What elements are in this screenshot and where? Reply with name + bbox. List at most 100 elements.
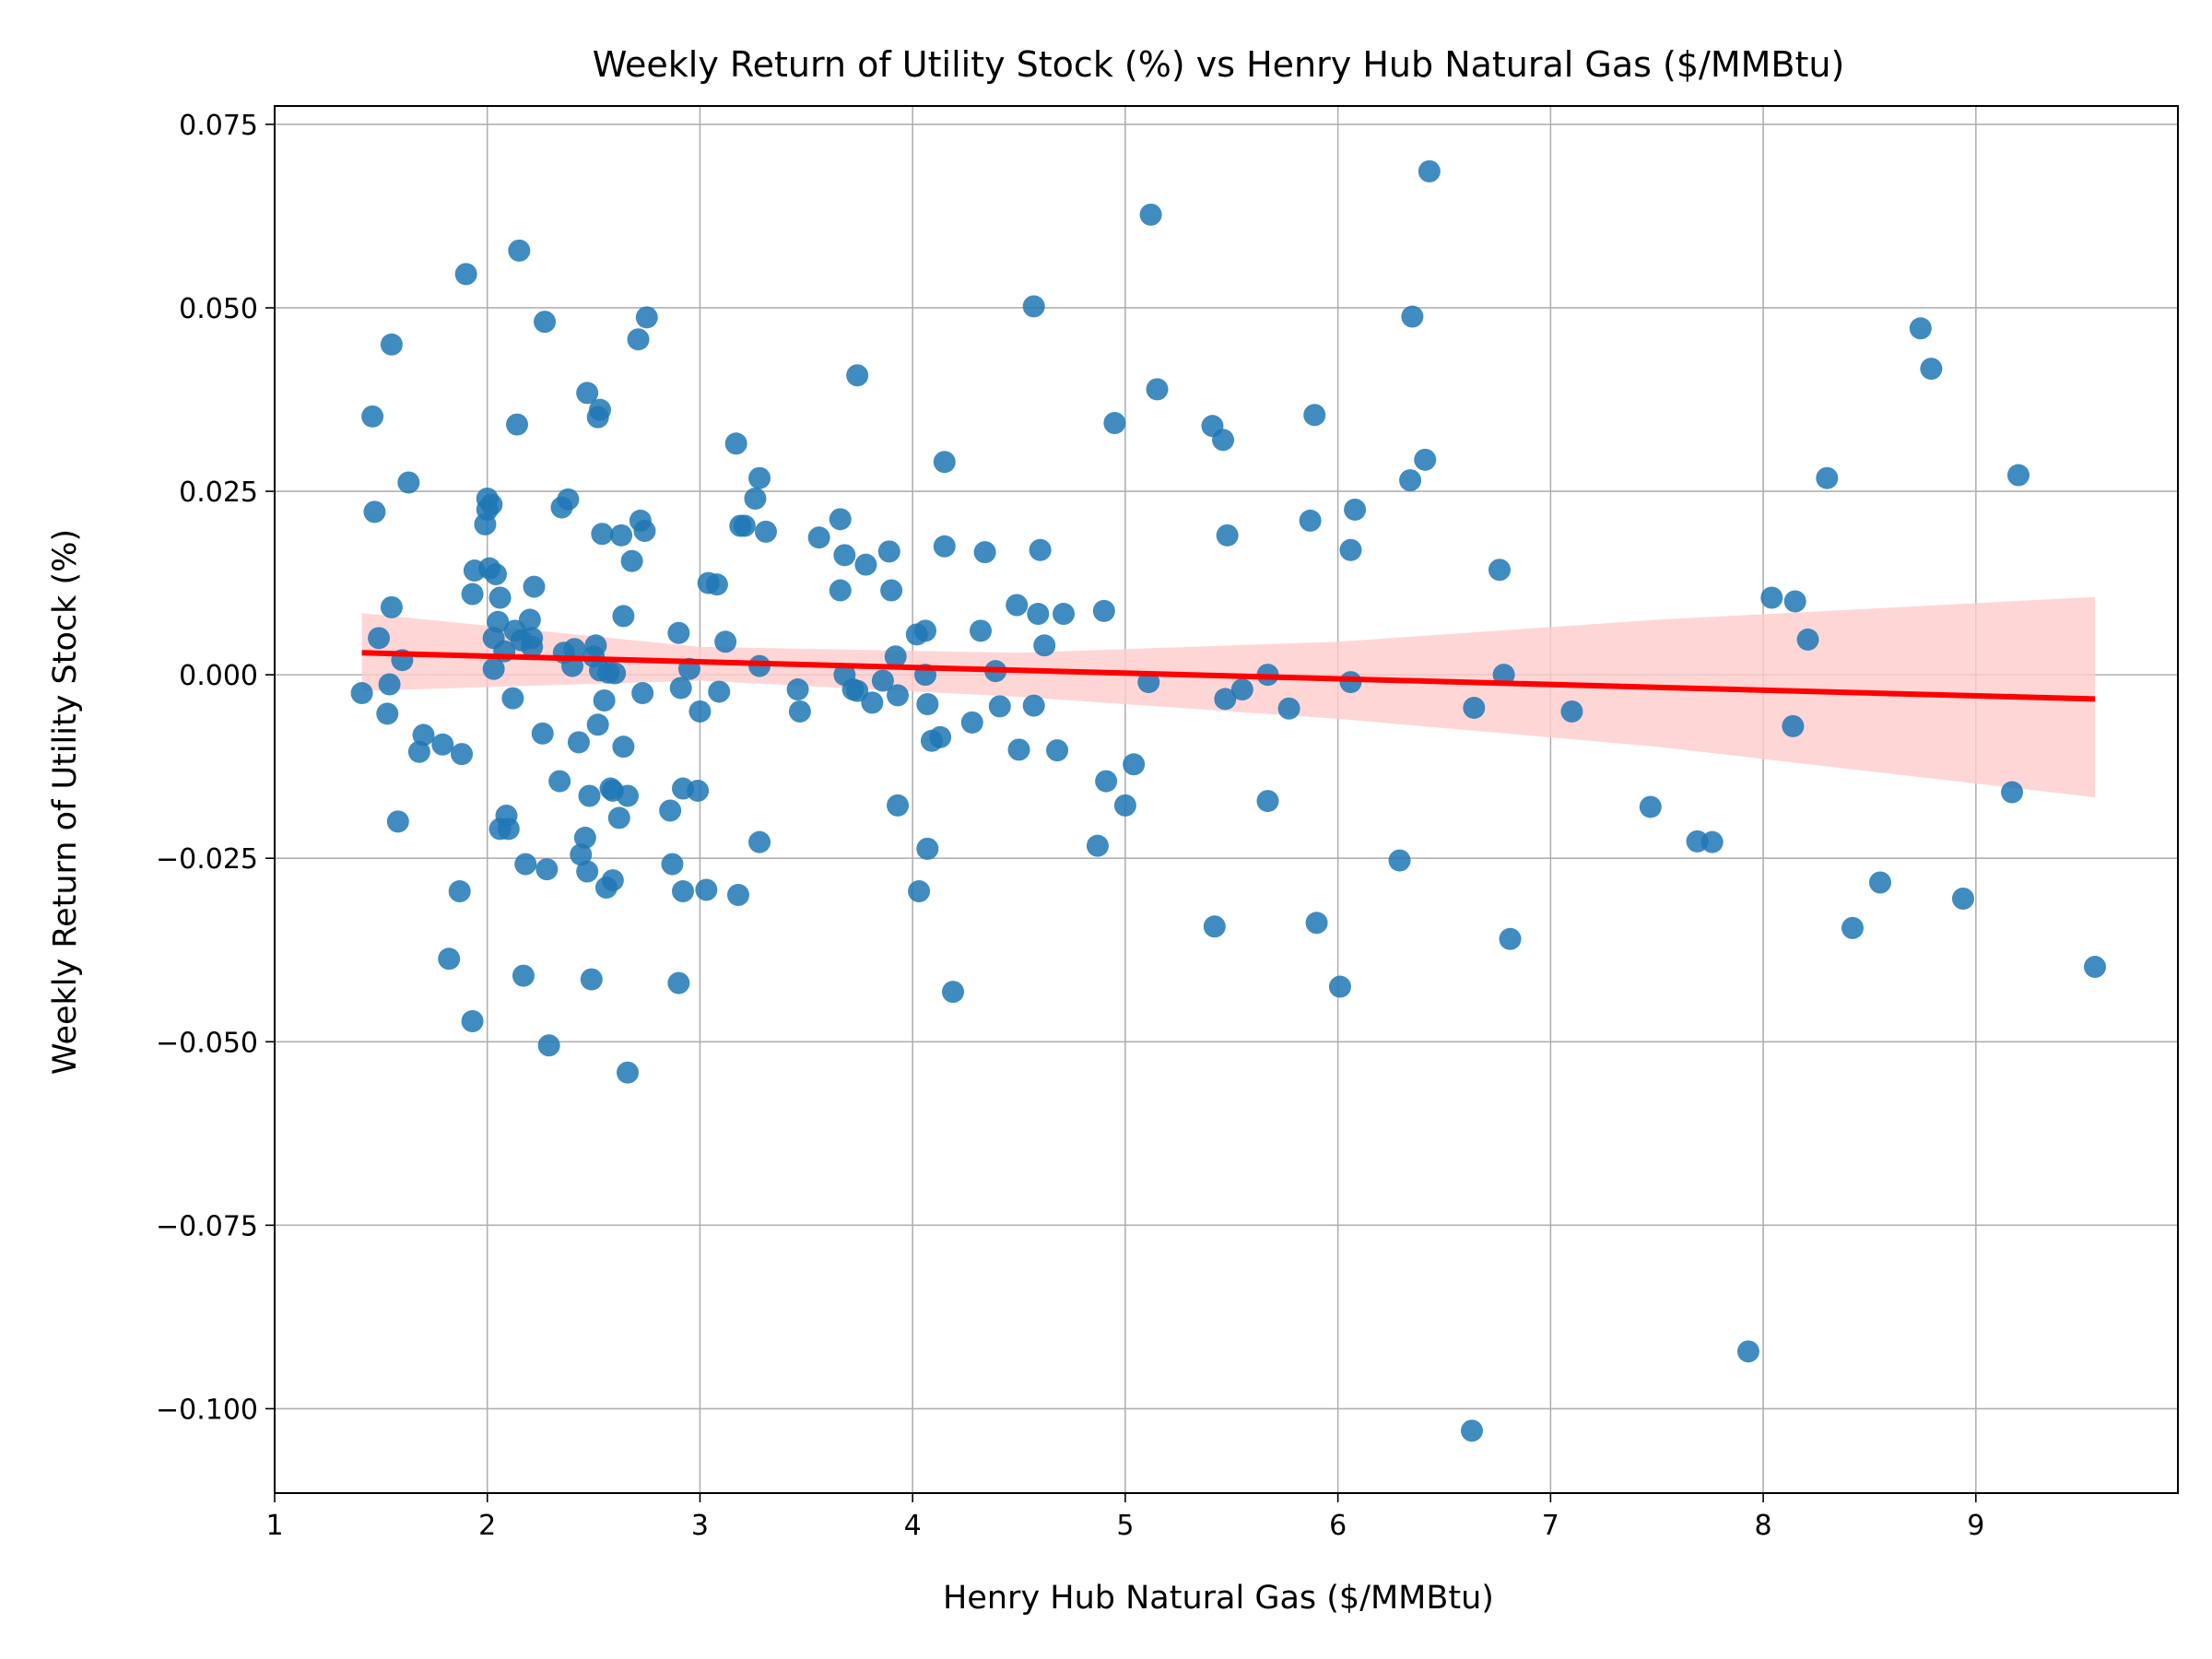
data-point xyxy=(1046,739,1069,762)
data-point xyxy=(350,682,373,705)
data-point xyxy=(933,451,956,474)
data-point xyxy=(1460,1419,1483,1442)
data-point xyxy=(607,806,630,830)
data-point xyxy=(380,595,403,618)
data-point xyxy=(2084,956,2107,979)
data-point xyxy=(1492,664,1515,687)
data-point xyxy=(580,968,603,991)
data-point xyxy=(487,610,510,633)
y-tick-label: −0.100 xyxy=(156,1394,258,1426)
data-point xyxy=(1305,912,1328,935)
data-point xyxy=(1909,317,1932,340)
x-tick-label: 7 xyxy=(1542,1510,1559,1542)
data-point xyxy=(1499,927,1522,950)
data-point xyxy=(376,702,399,725)
data-point xyxy=(480,493,503,516)
data-point xyxy=(617,1061,640,1084)
data-point xyxy=(1139,203,1162,226)
y-tick-label: −0.025 xyxy=(156,843,258,876)
data-point xyxy=(887,794,910,817)
data-point xyxy=(610,524,633,547)
data-point xyxy=(1328,975,1351,998)
data-point xyxy=(1639,795,1662,818)
data-point xyxy=(397,471,420,494)
x-tick-label: 2 xyxy=(478,1510,496,1542)
data-point xyxy=(1414,448,1437,471)
data-point xyxy=(661,853,684,876)
data-point xyxy=(846,364,869,387)
data-point xyxy=(1783,590,1806,613)
data-point xyxy=(1816,466,1839,489)
data-point xyxy=(2001,781,2024,804)
data-point xyxy=(667,621,690,644)
data-point xyxy=(497,818,520,841)
data-point xyxy=(488,586,512,609)
data-point xyxy=(1344,498,1367,521)
data-point xyxy=(1027,603,1050,626)
data-point xyxy=(714,630,737,653)
data-point xyxy=(807,526,830,549)
regression-line xyxy=(361,650,2096,702)
x-tick-label: 9 xyxy=(1967,1510,1984,1542)
data-point xyxy=(484,563,507,586)
data-point xyxy=(512,964,535,987)
data-point xyxy=(1736,1340,1759,1363)
data-point xyxy=(788,700,811,723)
x-tick-label: 3 xyxy=(691,1510,709,1542)
data-point xyxy=(854,553,877,576)
x-tick-label: 6 xyxy=(1329,1510,1347,1542)
data-point xyxy=(695,878,718,901)
data-point xyxy=(1418,159,1441,182)
data-point xyxy=(1277,697,1300,720)
data-point xyxy=(973,541,996,564)
data-point xyxy=(669,677,692,700)
data-point xyxy=(748,466,771,489)
x-axis-label: Henry Hub Natural Gas ($/MMBtu) xyxy=(943,1580,1494,1617)
data-point xyxy=(1029,538,1052,561)
data-point xyxy=(576,860,599,883)
data-point xyxy=(1796,628,1819,651)
data-point xyxy=(604,662,627,685)
data-point xyxy=(378,673,401,696)
plot-frame xyxy=(274,105,2179,1494)
data-point xyxy=(584,634,607,657)
data-point xyxy=(1339,538,1362,561)
data-point xyxy=(1920,358,1943,381)
data-point xyxy=(744,488,767,511)
data-point xyxy=(942,981,965,1004)
data-point xyxy=(1033,634,1056,657)
data-point xyxy=(548,770,571,793)
data-point xyxy=(724,432,747,455)
data-point xyxy=(535,858,559,881)
data-point xyxy=(1052,603,1075,626)
data-point xyxy=(1700,830,1724,853)
data-point xyxy=(576,382,599,405)
y-tick-label: 0.050 xyxy=(179,293,258,325)
y-tick-label: −0.050 xyxy=(156,1027,258,1059)
data-point xyxy=(431,733,454,756)
x-tick-label: 4 xyxy=(904,1510,922,1542)
data-point xyxy=(1401,305,1424,328)
data-point xyxy=(1216,524,1239,547)
y-tick-label: 0.075 xyxy=(179,110,258,142)
data-point xyxy=(563,638,586,661)
data-point xyxy=(1022,295,1045,318)
data-point xyxy=(1339,671,1362,694)
data-point xyxy=(578,784,601,807)
y-tick-label: 0.000 xyxy=(179,660,258,692)
data-point xyxy=(1303,404,1326,427)
data-point xyxy=(501,687,524,710)
data-point xyxy=(1868,871,1891,894)
data-point xyxy=(1760,586,1783,609)
data-point xyxy=(929,725,952,748)
data-point xyxy=(506,413,529,436)
data-point xyxy=(1007,738,1030,761)
data-point xyxy=(786,678,809,701)
data-point xyxy=(688,700,712,723)
data-point xyxy=(914,619,937,642)
data-point xyxy=(861,691,884,714)
data-point xyxy=(1095,770,1118,793)
data-point xyxy=(871,669,894,692)
